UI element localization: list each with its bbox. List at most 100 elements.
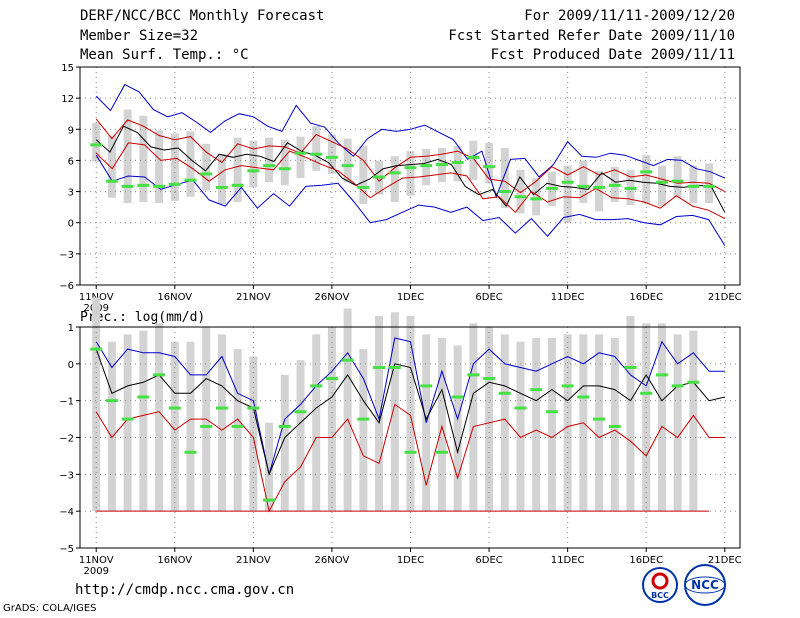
series-line-lower [95, 403, 725, 513]
ensemble-box [312, 126, 321, 171]
ensemble-box [123, 109, 132, 203]
member-size: Member Size=32 [80, 28, 199, 44]
x-tick-label: 1DEC [397, 292, 424, 303]
ensemble-box [689, 165, 698, 203]
y-tick-label: −1 [59, 397, 74, 408]
x-tick-label: 11DEC [551, 555, 585, 566]
ensemble-box [155, 323, 164, 512]
ensemble-box [280, 374, 289, 512]
ensemble-box [657, 165, 666, 207]
ensemble-box [532, 338, 541, 512]
ensemble-box [579, 160, 588, 203]
ensemble-box [92, 297, 101, 512]
series-line-spread_upper [95, 118, 726, 194]
ensemble-box [422, 149, 431, 186]
refer-date: Fcst Started Refer Date 2009/11/10 [448, 28, 735, 44]
ensemble-box [500, 147, 509, 209]
y-tick-label: −4 [59, 507, 74, 518]
ensemble-box [657, 323, 666, 512]
y-tick-label: 6 [68, 156, 74, 167]
ensemble-box [595, 334, 604, 512]
x-tick-label: 26NOV [315, 292, 350, 303]
ensemble-box [595, 170, 604, 212]
ensemble-box [563, 165, 572, 223]
series-line-min [95, 154, 726, 246]
bcc-logo: BCC [642, 567, 678, 603]
x-tick-label: 16DEC [629, 555, 663, 566]
y-tick-label: −3 [59, 470, 74, 481]
series-line-max [95, 83, 726, 199]
ensemble-box [343, 138, 352, 183]
ensemble-box [610, 338, 619, 512]
x-year-label: 2009 [83, 566, 108, 577]
x-tick-label: 16NOV [157, 292, 192, 303]
ensemble-box [532, 178, 541, 216]
ensemble-box [139, 115, 148, 202]
x-tick-label: 21DEC [708, 292, 742, 303]
x-tick-label: 11NOV [79, 555, 114, 566]
x-tick-label: 1DEC [397, 555, 424, 566]
ensemble-box [343, 308, 352, 512]
x-tick-label: 11NOV [79, 292, 114, 303]
ensemble-box [249, 140, 258, 188]
ensemble-box [390, 312, 399, 512]
ensemble-box [186, 131, 195, 197]
ensemble-box [155, 130, 164, 203]
x-tick-label: 16DEC [629, 292, 663, 303]
y-tick-label: 0 [68, 360, 74, 371]
y-tick-label: 3 [68, 188, 74, 199]
ensemble-box [280, 139, 289, 186]
ensemble-box [406, 151, 415, 196]
ensemble-box [123, 334, 132, 512]
x-tick-label: 16NOV [157, 555, 192, 566]
ensemble-box [202, 143, 211, 191]
ensemble-box [453, 345, 462, 512]
ensemble-box [626, 315, 635, 512]
series-line-mean [95, 125, 726, 213]
y-tick-label: −5 [59, 544, 74, 555]
ensemble-box [107, 341, 116, 512]
x-tick-label: 21DEC [708, 555, 742, 566]
ensemble-box [516, 341, 525, 512]
ensemble-box [485, 327, 494, 512]
y-tick-label: −6 [59, 281, 74, 292]
ensemble-box [673, 156, 682, 198]
series-line-max [95, 337, 725, 475]
x-tick-label: 26NOV [315, 555, 350, 566]
source-url[interactable]: http://cmdp.ncc.cma.gov.cn [75, 582, 295, 598]
precip-label: Prec.: log(mm/d) [80, 310, 205, 325]
ensemble-box [406, 315, 415, 512]
ensemble-box [186, 341, 195, 512]
ensemble-box [296, 360, 305, 512]
ensemble-box [217, 154, 226, 205]
ensemble-box [673, 334, 682, 512]
ensemble-box [375, 315, 384, 512]
chart-title: DERF/NCC/BCC Monthly Forecast [80, 8, 325, 24]
ensemble-box [485, 142, 494, 184]
ensemble-box [437, 338, 446, 512]
x-tick-label: 6DEC [475, 555, 502, 566]
ensemble-box [217, 334, 226, 512]
ensemble-box [170, 341, 179, 512]
variable-label: Mean Surf. Temp.: °C [80, 47, 249, 63]
precipitation-panel: 1 0 −1 −2 −3 −4 −5 11NOV 16NOV 21NOV 26NOV 1DEC 6DEC… [59, 297, 742, 577]
y-tick-label: −2 [59, 434, 74, 445]
ensemble-box [312, 334, 321, 512]
ensemble-box [265, 422, 274, 512]
ensemble-box [327, 327, 336, 512]
bcc-logo-text: BCC [651, 591, 669, 600]
y-tick-label: 1 [68, 323, 74, 334]
forecast-period: For 2009/11/11-2009/12/20 [524, 8, 735, 24]
ensemble-box [327, 134, 336, 174]
ensemble-box [233, 137, 242, 202]
grads-credit: GrADS: COLA/IGES [3, 603, 97, 614]
ensemble-box [359, 349, 368, 512]
ensemble-box [500, 334, 509, 512]
y-tick-label: 9 [68, 125, 74, 136]
ensemble-box [689, 330, 698, 512]
ncc-logo: NCC [684, 564, 726, 606]
x-tick-label: 6DEC [475, 292, 502, 303]
ensemble-box [469, 140, 478, 181]
x-tick-label: 21NOV [236, 292, 271, 303]
